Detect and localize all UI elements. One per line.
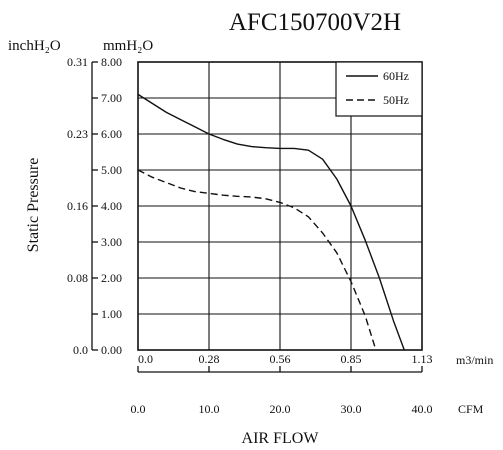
y-axis-label: Static Pressure xyxy=(25,158,42,253)
chart-title: AFC150700V2H xyxy=(229,9,401,36)
x-tick-cfm-label: 40.0 xyxy=(412,402,433,416)
y-tick-mm-label: 7.00 xyxy=(101,91,122,105)
x-tick-m3-label: 0.0 xyxy=(138,352,153,366)
y-tick-inch-label: 0.31 xyxy=(67,55,88,69)
x-tick-cfm-label: 0.0 xyxy=(131,402,146,416)
x-tick-m3-label: 0.56 xyxy=(270,352,291,366)
legend: 60Hz 50Hz xyxy=(335,61,423,117)
x-axis-label: AIR FLOW xyxy=(242,430,320,447)
x-tick-cfm-label: 20.0 xyxy=(270,402,291,416)
y-tick-mm-label: 6.00 xyxy=(101,127,122,141)
series-line-50hz xyxy=(137,169,377,351)
y-tick-mm-label: 4.00 xyxy=(101,199,122,213)
legend-box xyxy=(335,61,423,117)
right-unit-label: mmH₂O xyxy=(103,38,153,54)
y-tick-mm-label: 8.00 xyxy=(101,55,122,69)
legend-label-50hz: 50Hz xyxy=(383,93,409,107)
y-tick-inch-label: 0.16 xyxy=(67,199,88,213)
y-tick-mm-label: 2.00 xyxy=(101,271,122,285)
x-unit-cfm: CFM xyxy=(458,402,484,416)
axis-ticks: 0.00 1.00 2.00 3.00 4.00 5.00 6.00 7.00 8.00 0.0 0… xyxy=(67,55,433,416)
y-tick-mm-label: 5.00 xyxy=(101,163,122,177)
legend-label-60hz: 60Hz xyxy=(383,69,409,83)
x-tick-m3-label: 0.85 xyxy=(341,352,362,366)
left-unit-label: inchH₂O xyxy=(8,38,61,54)
x-tick-cfm-label: 10.0 xyxy=(199,402,220,416)
x-tick-cfm-label: 30.0 xyxy=(341,402,362,416)
y-tick-inch-label: 0.0 xyxy=(73,343,88,357)
y-tick-inch-label: 0.23 xyxy=(67,127,88,141)
x-unit-m3: m3/min xyxy=(456,353,493,367)
series-line-60hz xyxy=(137,93,405,351)
x-tick-m3-label: 0.28 xyxy=(199,352,220,366)
y-tick-inch-label: 0.08 xyxy=(67,271,88,285)
x-tick-m3-label: 1.13 xyxy=(412,352,433,366)
y-tick-mm-label: 0.00 xyxy=(101,343,122,357)
y-tick-mm-label: 1.00 xyxy=(101,307,122,321)
series-lines xyxy=(137,93,405,351)
y-tick-mm-label: 3.00 xyxy=(101,235,122,249)
